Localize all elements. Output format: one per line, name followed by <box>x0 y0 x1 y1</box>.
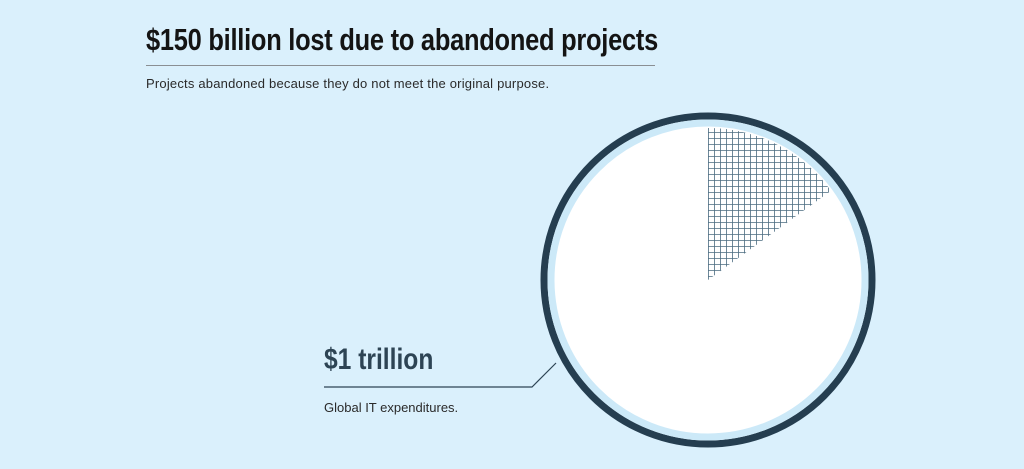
chart-title: $150 billion lost due to abandoned proje… <box>146 22 659 57</box>
pie-group <box>540 112 876 448</box>
chart-subtitle: Projects abandoned because they do not m… <box>146 76 550 91</box>
total-value-label: $1 trillion <box>324 343 434 376</box>
title-divider <box>146 65 655 66</box>
total-desc-label: Global IT expenditures. <box>324 400 459 415</box>
annotation-leader-line <box>324 362 557 388</box>
pie-slice-abandoned <box>708 128 831 280</box>
